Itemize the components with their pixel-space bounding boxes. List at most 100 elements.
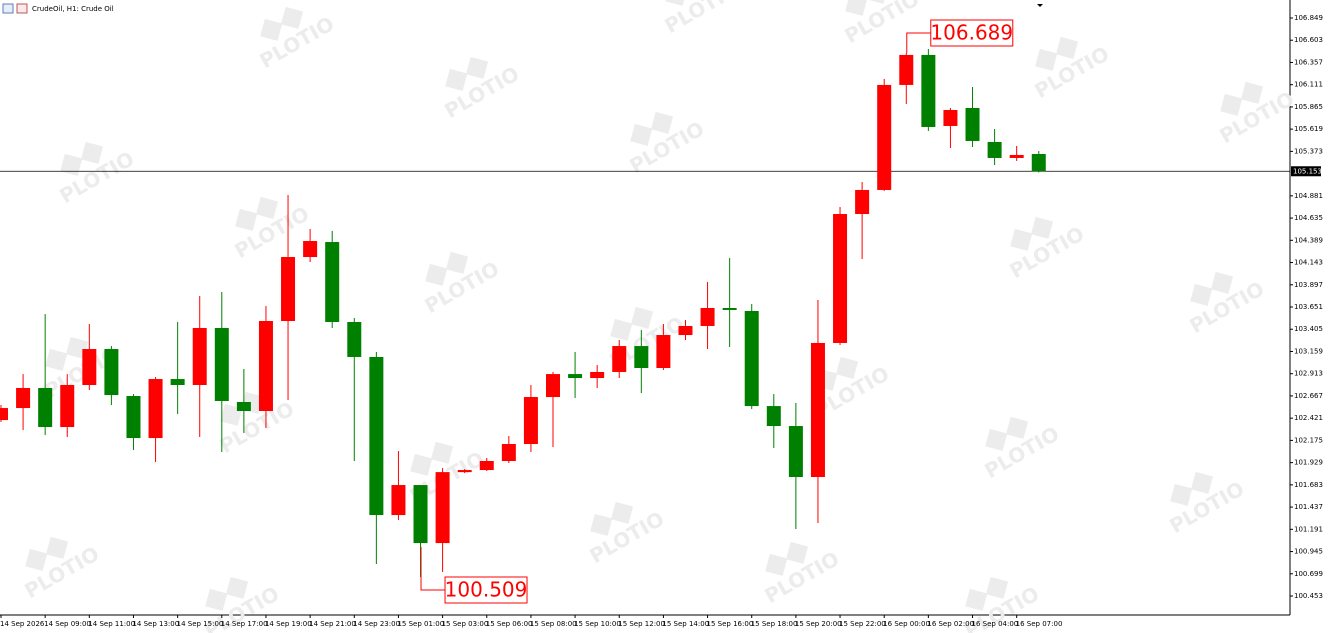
candle-body — [1009, 154, 1024, 158]
candle — [104, 346, 119, 406]
y-tick-label: 106.849 — [1294, 14, 1323, 22]
x-tick-label: 14 Sep 15:00 — [177, 620, 224, 628]
watermark: PLOTIO — [230, 196, 313, 263]
watermark: PLOTIO — [420, 251, 503, 318]
candle-body — [987, 141, 1002, 158]
candle-body — [943, 109, 958, 126]
candle — [855, 182, 870, 260]
candle — [126, 394, 141, 451]
annotation-connector — [906, 32, 931, 53]
candle-body — [722, 307, 737, 310]
candle-body — [501, 444, 516, 462]
candle-body — [766, 406, 781, 427]
candle — [192, 295, 207, 438]
candle-body — [82, 349, 97, 385]
watermark-logo — [260, 18, 283, 41]
watermark-logo — [610, 318, 633, 341]
price-label: 105.153 — [1293, 167, 1322, 175]
watermark-logo — [466, 56, 489, 79]
watermark: PLOTIO — [1185, 271, 1268, 338]
watermark-logo — [60, 153, 83, 176]
watermark-logo — [1190, 283, 1213, 306]
candle — [258, 306, 273, 429]
candle-body — [38, 387, 53, 428]
y-tick-label: 102.667 — [1294, 392, 1323, 400]
watermark-logo — [986, 576, 1009, 599]
candle — [546, 371, 560, 447]
watermark-logo — [25, 548, 48, 571]
y-tick-label: 101.191 — [1294, 525, 1323, 533]
watermark: PLOTIO — [1005, 216, 1088, 283]
watermark: PLOTIO — [760, 541, 843, 608]
candle-body — [810, 342, 825, 477]
candle — [744, 304, 759, 410]
watermark-logo — [1006, 416, 1029, 439]
x-tick-label: 16 Sep 00:00 — [883, 620, 930, 628]
chart-icons — [2, 3, 28, 14]
watermark-logo — [965, 588, 988, 611]
candle — [899, 52, 914, 105]
candle-body — [965, 107, 980, 141]
y-tick-label: 104.143 — [1294, 259, 1323, 267]
icon — [16, 3, 28, 14]
candle — [457, 469, 472, 474]
candle-body — [104, 349, 119, 396]
candle — [1031, 151, 1046, 173]
x-tick-label: 15 Sep 10:00 — [574, 620, 621, 628]
candle-body — [60, 384, 75, 428]
watermark-logo — [1031, 216, 1054, 239]
candle-body — [413, 485, 428, 544]
candle-body — [1031, 153, 1046, 172]
y-tick-label: 100.453 — [1294, 592, 1323, 600]
candle — [501, 436, 516, 463]
candle — [921, 48, 936, 131]
candle-body — [236, 401, 251, 412]
watermark-text: PLOTIO — [660, 0, 743, 38]
candle — [766, 394, 781, 448]
watermark-logo — [630, 123, 653, 146]
watermark-logo — [786, 541, 809, 564]
watermark: PLOTIO — [1165, 471, 1248, 538]
shift-marker — [1037, 4, 1043, 7]
candle — [965, 87, 980, 148]
y-tick-label: 101.437 — [1294, 503, 1323, 511]
candle — [38, 314, 53, 436]
y-tick-label: 104.881 — [1294, 192, 1323, 200]
candle-body — [303, 241, 318, 258]
candle-body — [258, 321, 273, 412]
watermark-logo — [46, 536, 69, 559]
candle — [60, 374, 75, 438]
icon — [2, 3, 14, 14]
candle-body — [281, 257, 296, 322]
y-tick-label: 104.389 — [1294, 236, 1323, 244]
watermark-logo — [425, 263, 448, 286]
watermark-logo — [836, 356, 859, 379]
x-tick-label: 16 Sep 02:00 — [927, 620, 974, 628]
candle-body — [634, 346, 649, 369]
x-tick-label: 14 Sep 21:00 — [309, 620, 356, 628]
candle — [612, 339, 627, 379]
candle — [148, 377, 163, 462]
candle — [170, 322, 185, 415]
candle-body — [457, 470, 472, 473]
x-tick-label: 16 Sep 04:00 — [972, 620, 1019, 628]
candle — [656, 323, 671, 370]
candle — [678, 320, 693, 340]
candle-body — [148, 379, 163, 439]
watermark-logo — [1010, 228, 1033, 251]
y-tick-label: 102.913 — [1294, 370, 1323, 378]
watermark: PLOTIO — [20, 536, 103, 603]
watermark: PLOTIO — [440, 56, 523, 123]
watermark-logo — [845, 0, 868, 16]
x-tick-label: 14 Sep 11:00 — [88, 620, 135, 628]
candle-body — [546, 374, 560, 398]
candle — [788, 402, 803, 530]
y-tick-label: 105.373 — [1294, 147, 1323, 155]
y-tick-label: 106.111 — [1294, 81, 1323, 89]
candle-body — [678, 325, 693, 336]
y-tick-label: 105.865 — [1294, 103, 1323, 111]
x-tick-label: 14 Sep 2026 — [0, 620, 45, 628]
x-tick-label: 16 Sep 07:00 — [1016, 620, 1063, 628]
candle-body — [391, 485, 406, 516]
candle — [391, 451, 406, 521]
